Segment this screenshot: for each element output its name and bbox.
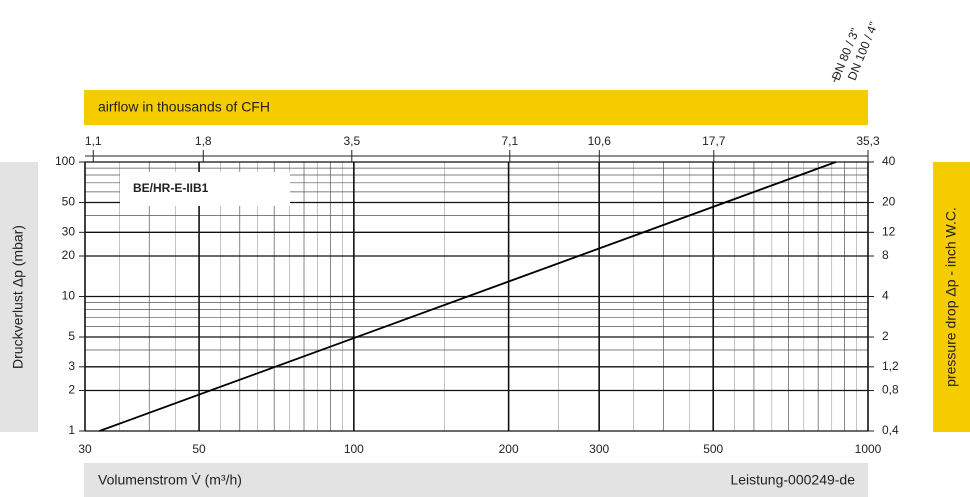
x-tick-label: 50 bbox=[192, 442, 206, 456]
y2-tick-label: 1,2 bbox=[882, 359, 899, 373]
annotation-mark bbox=[833, 71, 839, 83]
x-axis-label: Volumenstrom V̇ (m³/h) bbox=[98, 472, 242, 488]
x2-tick-label: 10,6 bbox=[588, 134, 612, 148]
x-tick-label: 30 bbox=[78, 442, 92, 456]
y-tick-label: 1 bbox=[68, 423, 75, 437]
y-tick-label: 30 bbox=[62, 224, 76, 238]
y2-tick-label: 4 bbox=[882, 289, 889, 303]
x2-tick-label: 3,5 bbox=[343, 134, 360, 148]
y2-tick-label: 0,4 bbox=[882, 423, 899, 437]
x2-axis-label: airflow in thousands of CFH bbox=[98, 99, 270, 115]
left-band bbox=[0, 162, 38, 432]
x2-tick-label: 17,7 bbox=[702, 134, 726, 148]
x2-tick-label: 1,8 bbox=[195, 134, 212, 148]
x-tick-label: 1000 bbox=[855, 442, 882, 456]
y-tick-label: 2 bbox=[68, 383, 75, 397]
y-tick-label: 3 bbox=[68, 359, 75, 373]
y-tick-label: 20 bbox=[62, 248, 76, 262]
y2-tick-label: 40 bbox=[882, 154, 896, 168]
x-tick-label: 500 bbox=[703, 442, 723, 456]
y2-tick-label: 2 bbox=[882, 329, 889, 343]
bottom-band bbox=[84, 463, 868, 497]
x2-tick-label: 7,1 bbox=[501, 134, 518, 148]
y2-tick-label: 20 bbox=[882, 195, 896, 209]
y-tick-label: 100 bbox=[55, 154, 75, 168]
y2-tick-label: 12 bbox=[882, 224, 896, 238]
y2-tick-label: 8 bbox=[882, 248, 889, 262]
y-tick-label: 50 bbox=[62, 195, 76, 209]
y2-tick-label: 0,8 bbox=[882, 383, 899, 397]
document-code: Leistung-000249-de bbox=[730, 472, 855, 488]
x2-tick-label: 35,3 bbox=[856, 134, 880, 148]
x-tick-label: 200 bbox=[499, 442, 519, 456]
right-band bbox=[933, 162, 970, 432]
x2-tick-label: 1,1 bbox=[85, 134, 102, 148]
y-axis-label: Druckverlust Δp (mbar) bbox=[10, 225, 26, 369]
legend-label: BE/HR-E-IIB1 bbox=[133, 181, 209, 195]
legend-box bbox=[120, 172, 290, 206]
data-line bbox=[99, 161, 837, 432]
top-band bbox=[84, 90, 868, 125]
y-tick-label: 10 bbox=[62, 289, 76, 303]
y-tick-label: 5 bbox=[68, 329, 75, 343]
x-tick-label: 100 bbox=[344, 442, 364, 456]
y2-axis-label: pressure drop Δp - inch W.C. bbox=[943, 207, 959, 387]
x-tick-label: 300 bbox=[589, 442, 609, 456]
